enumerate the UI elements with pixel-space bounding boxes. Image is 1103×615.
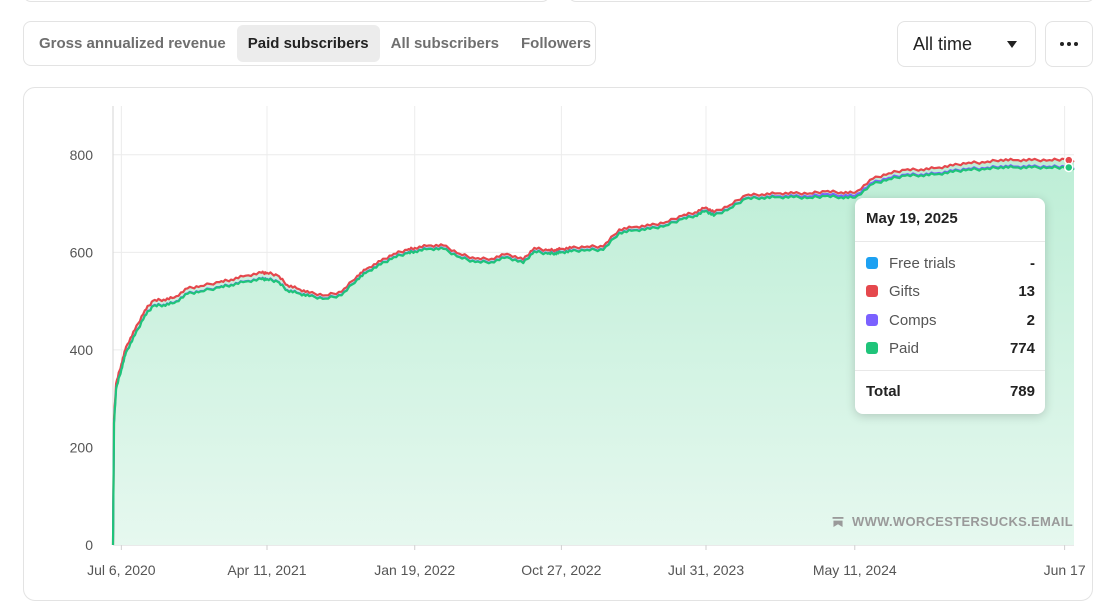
ellipsis-icon bbox=[1060, 42, 1064, 46]
top-card-left bbox=[23, 0, 550, 2]
tooltip-value: 13 bbox=[1018, 282, 1035, 300]
tooltip-label: Comps bbox=[889, 311, 937, 329]
tab-paid-subscribers[interactable]: Paid subscribers bbox=[236, 25, 380, 62]
x-tick-label: Jul 31, 2023 bbox=[668, 562, 744, 578]
tab-gross-annualized-revenue[interactable]: Gross annualized revenue bbox=[39, 35, 226, 52]
x-tick-label: Jun 17 bbox=[1044, 562, 1086, 578]
gifts-line bbox=[111, 157, 1075, 546]
tooltip-total-label: Total bbox=[866, 382, 901, 400]
caret-down-icon bbox=[1007, 40, 1017, 48]
tooltip-value: - bbox=[1030, 254, 1035, 272]
x-tick-label: Apr 11, 2021 bbox=[227, 562, 306, 578]
tooltip-row-comps: Comps 2 bbox=[866, 310, 1035, 330]
chart-tooltip: May 19, 2025 Free trials - Gifts 13 Comp… bbox=[855, 198, 1045, 414]
y-tick-label: 600 bbox=[70, 244, 94, 260]
paid-line bbox=[111, 165, 1075, 546]
ellipsis-icon-dot bbox=[1074, 42, 1078, 46]
paid-area bbox=[113, 158, 1074, 545]
y-tick-label: 400 bbox=[70, 342, 94, 358]
top-card-right bbox=[568, 0, 1095, 2]
y-tick-label: 0 bbox=[85, 537, 93, 553]
tooltip-date: May 19, 2025 bbox=[866, 210, 958, 227]
time-range-label: All time bbox=[913, 33, 973, 54]
tooltip-label: Gifts bbox=[889, 282, 920, 300]
time-range-dropdown[interactable]: All time bbox=[897, 21, 1036, 67]
tooltip-divider bbox=[855, 370, 1045, 371]
free-trials-swatch bbox=[866, 257, 878, 269]
tab-all-subscribers[interactable]: All subscribers bbox=[390, 35, 500, 52]
hover-point-paid bbox=[1064, 162, 1074, 173]
gifts-swatch bbox=[866, 285, 878, 297]
tooltip-value: 774 bbox=[1009, 339, 1035, 357]
x-tick-label: Jul 6, 2020 bbox=[87, 562, 156, 578]
tooltip-row-free-trials: Free trials - bbox=[866, 253, 1035, 273]
tooltip-value: 2 bbox=[1026, 311, 1035, 329]
tooltip-row-paid: Paid 774 bbox=[866, 338, 1035, 358]
x-tick-label: Oct 27, 2022 bbox=[521, 562, 601, 578]
paid-swatch bbox=[866, 342, 878, 354]
watermark: WWW.WORCESTERSUCKS.EMAIL bbox=[832, 514, 1073, 529]
x-tick-label: Jan 19, 2022 bbox=[374, 562, 455, 578]
tooltip-row-gifts: Gifts 13 bbox=[866, 281, 1035, 301]
tab-followers[interactable]: Followers bbox=[521, 35, 592, 52]
metric-tabs: Gross annualized revenue Paid subscriber… bbox=[23, 21, 596, 66]
watermark-text: WWW.WORCESTERSUCKS.EMAIL bbox=[852, 514, 1073, 529]
subscribers-chart[interactable]: 0 200 400 600 800 Jul 6, 2020 Apr 11, 2021 Jan … bbox=[24, 88, 1092, 600]
more-options-button[interactable] bbox=[1045, 21, 1093, 67]
chart-card: 0 200 400 600 800 Jul 6, 2020 Apr 11, 2021 Jan … bbox=[23, 87, 1093, 601]
tooltip-divider bbox=[855, 241, 1045, 242]
bookmark-icon bbox=[832, 516, 844, 527]
x-tick-label: May 11, 2024 bbox=[813, 562, 897, 578]
tooltip-label: Free trials bbox=[889, 254, 956, 272]
ellipsis-icon-dot bbox=[1067, 42, 1071, 46]
y-tick-label: 800 bbox=[70, 147, 94, 163]
tooltip-total-value: 789 bbox=[1009, 382, 1035, 400]
tooltip-row-total: Total 789 bbox=[866, 381, 1035, 401]
y-tick-label: 200 bbox=[70, 439, 94, 455]
comps-swatch bbox=[866, 314, 878, 326]
tooltip-label: Paid bbox=[889, 339, 920, 357]
